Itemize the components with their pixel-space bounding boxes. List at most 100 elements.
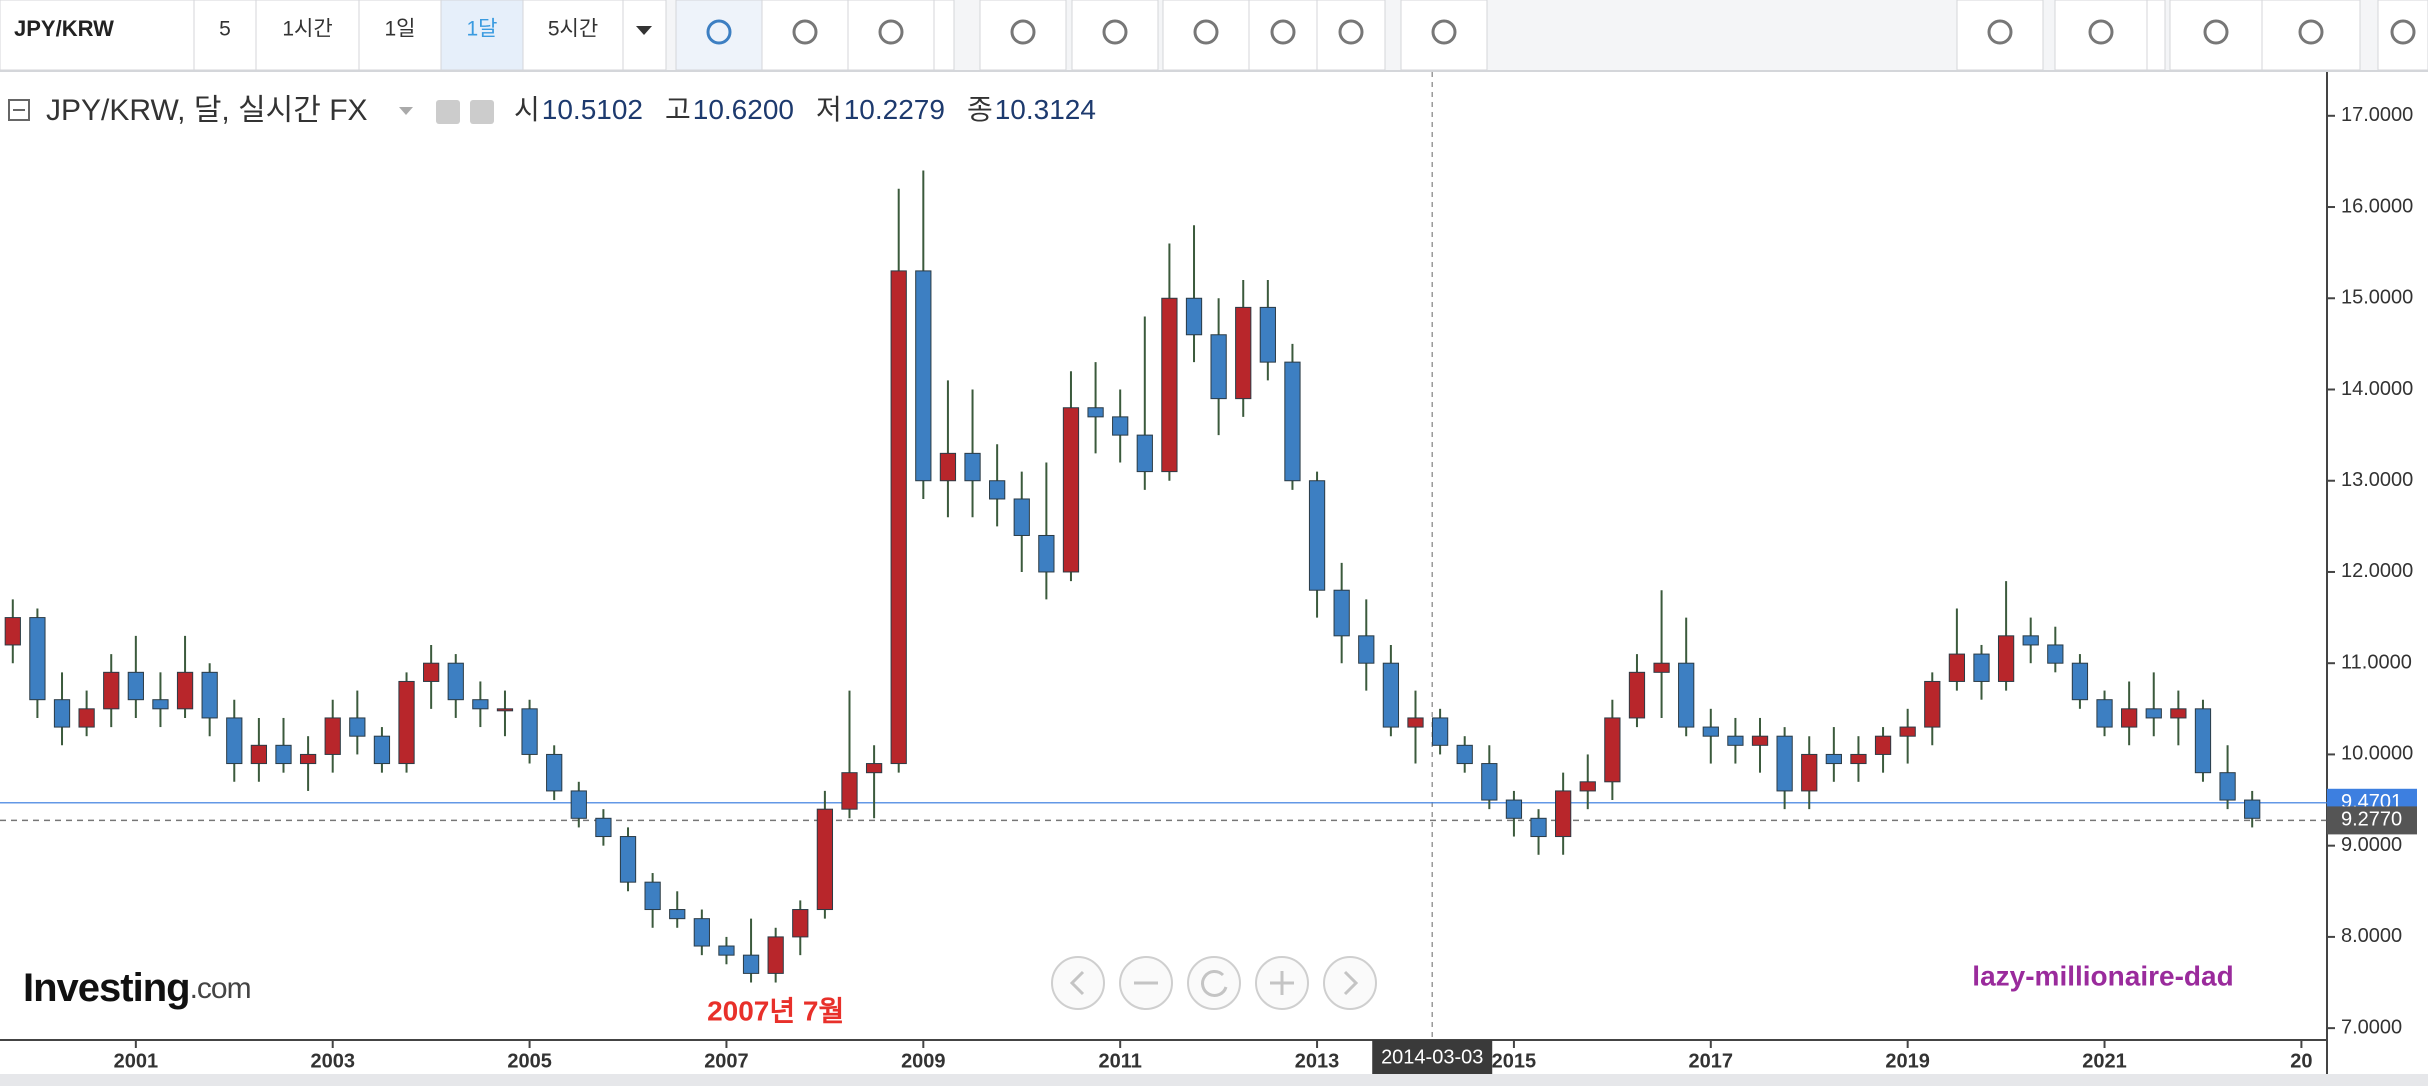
candle-body <box>152 699 169 710</box>
candle-body <box>2071 662 2089 701</box>
x-tick-label: 2009 <box>901 1050 946 1072</box>
nav-icon <box>1343 970 1359 996</box>
interval-button[interactable] <box>358 0 442 71</box>
candle-body <box>1702 726 1719 737</box>
eye-icon[interactable] <box>436 100 460 124</box>
tool-icon <box>1270 19 1296 45</box>
candle-body <box>742 954 760 974</box>
gear-icon[interactable] <box>470 100 494 124</box>
candle-body <box>939 452 957 482</box>
candle-body <box>1899 726 1916 737</box>
tool-button[interactable] <box>847 0 935 71</box>
candle-body <box>964 452 981 482</box>
y-tick-label: 10.0000 <box>2341 743 2413 765</box>
candle-body <box>373 735 391 765</box>
x-tick-label: 2003 <box>310 1050 355 1072</box>
tool-button[interactable] <box>933 0 955 71</box>
x-tick-label: 2001 <box>114 1050 159 1072</box>
candle-body <box>349 717 366 737</box>
candle-body <box>644 881 661 911</box>
x-tick-label: 20 <box>2290 1050 2312 1072</box>
candle-body <box>1087 407 1104 418</box>
tool-button[interactable] <box>675 0 763 71</box>
tool-icon <box>1431 19 1457 45</box>
candle-body <box>1801 753 1818 792</box>
candle-body <box>472 699 489 710</box>
candle-body <box>1136 434 1153 473</box>
tool-button[interactable] <box>2169 0 2263 71</box>
candle-body <box>1185 297 1203 336</box>
tool-icon <box>1193 19 1219 45</box>
tool-button[interactable] <box>1316 0 1386 71</box>
nav-button[interactable] <box>1051 956 1105 1010</box>
tool-button[interactable] <box>1162 0 1250 71</box>
tool-button[interactable] <box>1400 0 1488 71</box>
tool-button[interactable] <box>1248 0 1318 71</box>
crosshair-label-box <box>1372 1040 1493 1074</box>
tool-icon <box>1010 19 1036 45</box>
x-tick-label: 2021 <box>2082 1050 2127 1072</box>
interval-button[interactable] <box>522 0 624 71</box>
candle-body <box>2121 708 2138 728</box>
candle-body <box>1038 534 1055 573</box>
candle-body <box>398 680 415 765</box>
interval-button[interactable] <box>255 0 360 71</box>
ohlc-label: 종 <box>967 94 993 125</box>
tool-button[interactable] <box>1071 0 1159 71</box>
y-tick-label: 14.0000 <box>2341 378 2413 400</box>
candle-body <box>1062 407 1080 573</box>
tool-button[interactable] <box>2146 0 2166 71</box>
candle-body <box>865 763 883 774</box>
y-tick-label: 11.0000 <box>2341 651 2412 673</box>
candle-body <box>1333 589 1350 637</box>
nav-button[interactable] <box>1187 956 1241 1010</box>
tool-button[interactable] <box>761 0 849 71</box>
candle-body <box>669 909 686 920</box>
nav-icon <box>1201 970 1228 997</box>
candle-body <box>299 753 317 765</box>
candle-body <box>176 671 194 710</box>
candle-body <box>324 717 341 755</box>
candle-body <box>816 808 834 911</box>
ohlc-value: 10.2279 <box>844 94 945 125</box>
candle-body <box>1407 717 1424 728</box>
candle-body <box>1850 753 1867 765</box>
ohlc-label: 시 <box>514 94 540 125</box>
tool-button[interactable] <box>2377 0 2428 71</box>
candle-body <box>1235 306 1252 400</box>
collapse-icon[interactable] <box>8 99 30 121</box>
interval-dropdown[interactable] <box>622 0 667 71</box>
candle-body <box>1973 653 1990 682</box>
candle-body <box>989 480 1006 500</box>
title-arrow <box>399 107 413 115</box>
nav-button[interactable] <box>1323 956 1377 1010</box>
candle-body <box>1505 799 1523 819</box>
symbol-box[interactable] <box>0 0 195 71</box>
candle-body <box>1382 662 1400 728</box>
candle-body <box>78 708 95 728</box>
candle-body <box>693 918 710 947</box>
candle-body <box>1776 735 1793 792</box>
candle-body <box>1358 635 1375 664</box>
candle-body <box>226 717 243 765</box>
tool-button[interactable] <box>2261 0 2361 71</box>
tool-icon <box>706 19 732 45</box>
tool-button[interactable] <box>979 0 1067 71</box>
tool-button[interactable] <box>2054 0 2148 71</box>
annotation: 2007년 7월 <box>707 995 844 1026</box>
candle-body <box>2047 644 2064 664</box>
chart-title: JPY/KRW, 달, 실시간 FX <box>46 94 368 127</box>
candle-body <box>570 790 587 819</box>
candle-body <box>201 671 218 719</box>
candle-body <box>1604 717 1621 783</box>
ohlc-label: 저 <box>816 94 842 125</box>
interval-label: 5 <box>219 18 231 41</box>
y-tick-label: 7.0000 <box>2341 1016 2402 1038</box>
candle-body <box>1555 790 1572 838</box>
interval-label: 1일 <box>385 18 416 41</box>
tool-button[interactable] <box>1956 0 2044 71</box>
candle-body <box>275 744 292 765</box>
x-tick-label: 2011 <box>1098 1050 1141 1072</box>
